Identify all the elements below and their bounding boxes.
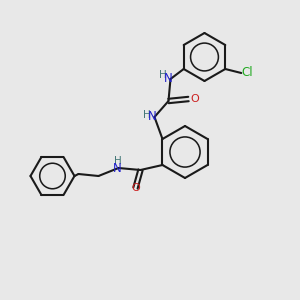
Text: H: H: [142, 110, 150, 120]
Text: N: N: [113, 161, 122, 175]
Text: O: O: [131, 183, 140, 193]
Text: H: H: [114, 156, 122, 166]
Text: H: H: [159, 70, 167, 80]
Text: O: O: [190, 94, 199, 104]
Text: N: N: [164, 73, 173, 85]
Text: N: N: [148, 110, 157, 124]
Text: Cl: Cl: [242, 67, 253, 80]
